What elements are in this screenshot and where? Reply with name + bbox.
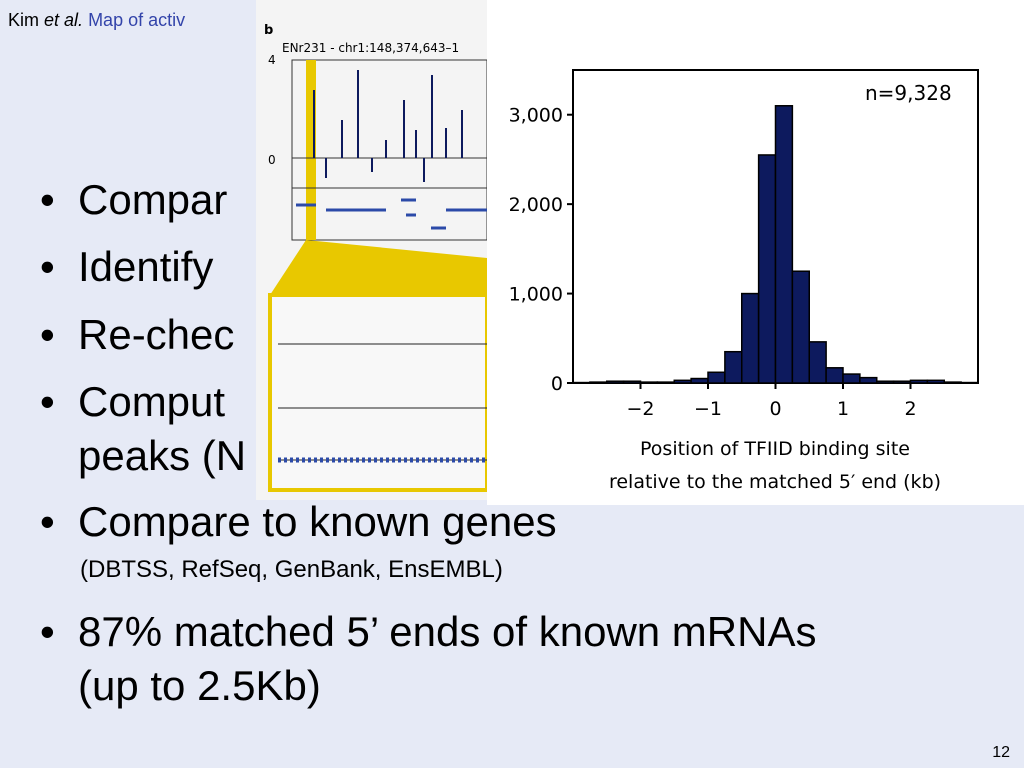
bullet: Compare to known genes — [40, 498, 557, 546]
bar — [808, 341, 827, 384]
etal: et al. — [44, 10, 84, 30]
annotation: n=9,328 — [865, 81, 952, 105]
bullet: Identify — [40, 243, 214, 291]
x-tick-label: 1 — [837, 398, 849, 420]
genes — [296, 198, 487, 230]
ref-title: Map of activ — [88, 10, 186, 30]
bar — [909, 379, 929, 384]
x-axis-title: Position of TFIID binding site — [640, 438, 910, 460]
bar — [791, 270, 810, 384]
bullet: Re-chec — [40, 311, 235, 359]
bullet: Compar — [40, 176, 227, 224]
bar — [757, 154, 777, 384]
bar — [842, 373, 861, 384]
bar — [589, 381, 608, 384]
bar — [741, 292, 760, 384]
bar — [656, 381, 675, 384]
zoom-wedge — [270, 240, 487, 295]
bullet: Comput — [40, 378, 225, 426]
x-tick-label: −1 — [694, 398, 722, 420]
signal-spikes — [313, 70, 463, 182]
bullet-cont: (up to 2.5Kb) — [78, 662, 321, 709]
x-tick-label: 0 — [769, 398, 781, 420]
x-tick-label: 2 — [904, 398, 916, 420]
highlight — [306, 60, 316, 240]
bar — [724, 350, 743, 384]
bar — [622, 380, 642, 384]
chart-bg — [487, 0, 1024, 505]
bar — [876, 380, 895, 384]
x-axis-title: relative to the matched 5′ end (kb) — [609, 471, 941, 493]
axis-label: 0 — [268, 153, 276, 167]
track-title: ENr231 - chr1:148,374,643–1 — [282, 41, 459, 55]
slide-number: 12 — [992, 744, 1010, 761]
bar — [673, 379, 692, 384]
bullet-cont: peaks (N — [78, 432, 247, 479]
y-tick-label: 0 — [551, 373, 563, 395]
panel-label: b — [264, 23, 273, 38]
bar — [892, 380, 912, 384]
authors: Kim — [8, 10, 39, 30]
bar — [606, 380, 625, 384]
bullet-sub: (DBTSS, RefSeq, GenBank, EnsEMBL) — [80, 556, 503, 583]
histogram: n=9,328 Position of TFIID binding site r… — [487, 0, 1024, 505]
bar — [690, 377, 709, 384]
panel-b: b ENr231 - chr1:148,374,643–1 4 0 — [256, 0, 487, 500]
bar — [825, 367, 844, 384]
bar — [943, 381, 962, 384]
y-tick-label: 3,000 — [509, 105, 563, 127]
citation: Kim et al. Map of activ — [8, 10, 185, 31]
bullet: 87% matched 5’ ends of known mRNAs — [40, 608, 816, 656]
y-tick-label: 2,000 — [509, 194, 563, 216]
y-tick-label: 1,000 — [509, 284, 563, 306]
axis-label: 4 — [268, 53, 276, 67]
x-tick-label: −2 — [626, 398, 654, 420]
track-frame — [291, 59, 487, 241]
bar — [859, 376, 878, 384]
bar — [707, 371, 726, 384]
bar — [639, 381, 659, 384]
bar — [774, 105, 794, 384]
bar — [926, 379, 945, 384]
zoom-frame — [268, 293, 487, 492]
